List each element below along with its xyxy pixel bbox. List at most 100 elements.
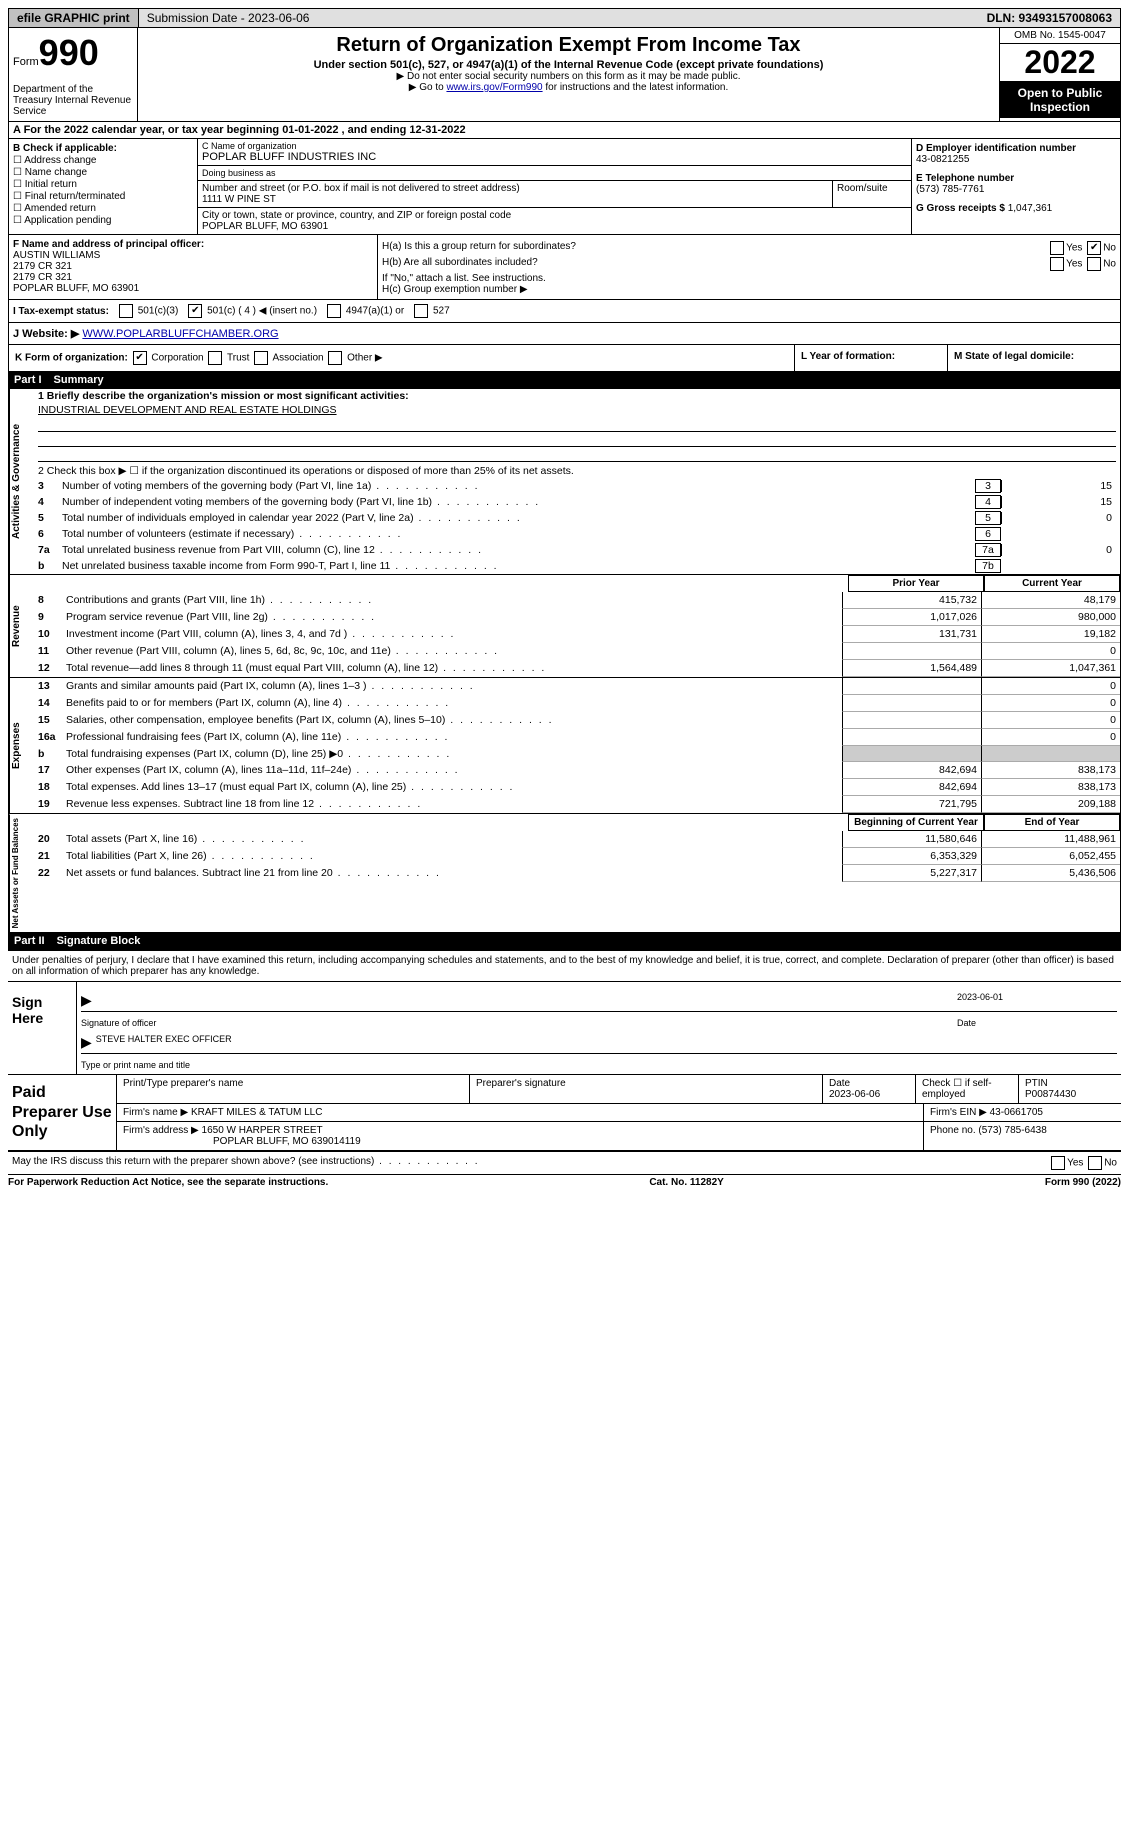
phone-label: E Telephone number [916,173,1014,184]
current-val: 0 [981,712,1120,729]
paid-preparer-label: Paid Preparer Use Only [8,1075,117,1150]
line-num: 9 [34,609,66,626]
officer-line-3: POPLAR BLUFF, MO 63901 [13,283,139,294]
chk-name-change[interactable]: ☐ Name change [13,167,193,178]
line-desc: Salaries, other compensation, employee b… [66,712,842,729]
chk-other[interactable] [328,351,342,365]
blank-line [38,419,1116,432]
header-note-link: ▶ Go to www.irs.gov/Form990 for instruct… [142,82,995,93]
section-f-h: F Name and address of principal officer:… [8,235,1121,300]
header-right: OMB No. 1545-0047 2022 Open to Public In… [1000,28,1120,121]
chk-corp[interactable] [133,351,147,365]
firm-name: KRAFT MILES & TATUM LLC [191,1107,323,1118]
line-num: 3 [38,480,62,492]
chk-application-pending[interactable]: ☐ Application pending [13,215,193,226]
tax-status-label: I Tax-exempt status: [13,306,109,317]
h-c-label: H(c) Group exemption number ▶ [382,284,1116,295]
h-a-label: H(a) Is this a group return for subordin… [382,241,576,255]
opt-other: Other ▶ [347,353,382,364]
gross-value: 1,047,361 [1008,203,1053,214]
chk-4947[interactable]: 4947(a)(1) or [325,304,404,318]
ptin-label: PTIN [1025,1078,1048,1089]
line-desc: Other expenses (Part IX, column (A), lin… [66,762,842,779]
data-line: 15Salaries, other compensation, employee… [34,712,1120,729]
chk-assoc[interactable] [254,351,268,365]
irs-link[interactable]: www.irs.gov/Form990 [446,82,542,93]
header-begin-year: Beginning of Current Year [848,814,984,831]
part1-title: Summary [54,374,104,386]
prior-val [842,678,981,695]
chk-address-change[interactable]: ☐ Address change [13,155,193,166]
form-footer: Form 990 (2022) [1045,1177,1121,1188]
current-val: 838,173 [981,762,1120,779]
current-val: 11,488,961 [981,831,1120,848]
current-val: 6,052,455 [981,848,1120,865]
current-val: 0 [981,729,1120,746]
col-d-e-g: D Employer identification number 43-0821… [911,139,1120,234]
line-desc: Number of voting members of the governin… [62,480,971,492]
prior-val: 415,732 [842,592,981,609]
form-header: Form990 Department of the Treasury Inter… [8,28,1121,122]
line-val: 15 [1001,480,1116,492]
org-name-cell: C Name of organization POPLAR BLUFF INDU… [198,139,911,166]
form-number: 990 [39,32,99,73]
chk-527[interactable]: 527 [412,304,449,318]
data-line: 11Other revenue (Part VIII, column (A), … [34,643,1120,660]
chk-initial-return[interactable]: ☐ Initial return [13,179,193,190]
line-desc: Number of independent voting members of … [62,496,971,508]
line-num: 13 [34,678,66,695]
line-desc: Contributions and grants (Part VIII, lin… [66,592,842,609]
may-discuss-yesno[interactable]: Yes No [1049,1156,1117,1170]
footer-may-discuss: May the IRS discuss this return with the… [8,1152,1121,1174]
line-box: 7b [975,559,1001,573]
line-num: 22 [34,865,66,882]
data-line: 9Program service revenue (Part VIII, lin… [34,609,1120,626]
prior-val: 842,694 [842,779,981,796]
line-num: 10 [34,626,66,643]
current-val: 0 [981,695,1120,712]
part1-num: Part I [14,374,42,386]
current-val: 980,000 [981,609,1120,626]
chk-trust[interactable] [208,351,222,365]
header-subtitle: Under section 501(c), 527, or 4947(a)(1)… [142,59,995,71]
h-a-yesno[interactable]: Yes No [1048,241,1116,255]
data-line: 12Total revenue—add lines 8 through 11 (… [34,660,1120,677]
row-j-website: J Website: ▶ WWW.POPLARBLUFFCHAMBER.ORG [8,323,1121,345]
chk-amended[interactable]: ☐ Amended return [13,203,193,214]
sign-block: Sign Here ▶ 2023-06-01 Signature of offi… [8,981,1121,1075]
part1-header: Part I Summary [8,372,1121,388]
firm-phone: (573) 785-6438 [978,1125,1046,1136]
chk-label: Initial return [25,179,77,190]
side-label-exp: Expenses [9,678,34,813]
opt-corp: Corporation [151,353,203,364]
prior-val: 131,731 [842,626,981,643]
data-line: 10Investment income (Part VIII, column (… [34,626,1120,643]
sign-here-label: Sign Here [8,982,77,1074]
chk-501c[interactable]: 501(c) ( 4 ) ◀ (insert no.) [186,304,317,318]
current-val: 0 [981,678,1120,695]
prep-date: 2023-06-06 [829,1089,880,1100]
street-cell: Number and street (or P.O. box if mail i… [198,181,832,208]
gov-line: 6Total number of volunteers (estimate if… [34,526,1120,542]
chk-final-return[interactable]: ☐ Final return/terminated [13,191,193,202]
paperwork-notice: For Paperwork Reduction Act Notice, see … [8,1177,328,1188]
opt-label: 527 [433,306,450,317]
prep-name-label: Print/Type preparer's name [123,1078,243,1089]
city-cell: City or town, state or province, country… [198,208,911,234]
line-num: 4 [38,496,62,508]
line-box: 5 [975,511,1001,525]
line-box: 6 [975,527,1001,541]
chk-501c3[interactable]: 501(c)(3) [117,304,178,318]
officer-line-0: AUSTIN WILLIAMS [13,250,100,261]
data-line: bTotal fundraising expenses (Part IX, co… [34,746,1120,762]
q2-text: 2 Check this box ▶ ☐ if the organization… [38,465,1116,477]
h-b-yesno[interactable]: Yes No [1048,257,1116,271]
blank-line [38,449,1116,462]
signature-field[interactable] [96,992,957,1009]
current-val: 209,188 [981,796,1120,813]
tax-year: 2022 [1000,44,1120,82]
efile-print-button[interactable]: efile GRAPHIC print [9,9,139,27]
website-link[interactable]: WWW.POPLARBLUFFCHAMBER.ORG [82,328,278,340]
line-desc: Total expenses. Add lines 13–17 (must eq… [66,779,842,796]
prep-self-emp[interactable]: Check ☐ if self-employed [922,1078,992,1100]
